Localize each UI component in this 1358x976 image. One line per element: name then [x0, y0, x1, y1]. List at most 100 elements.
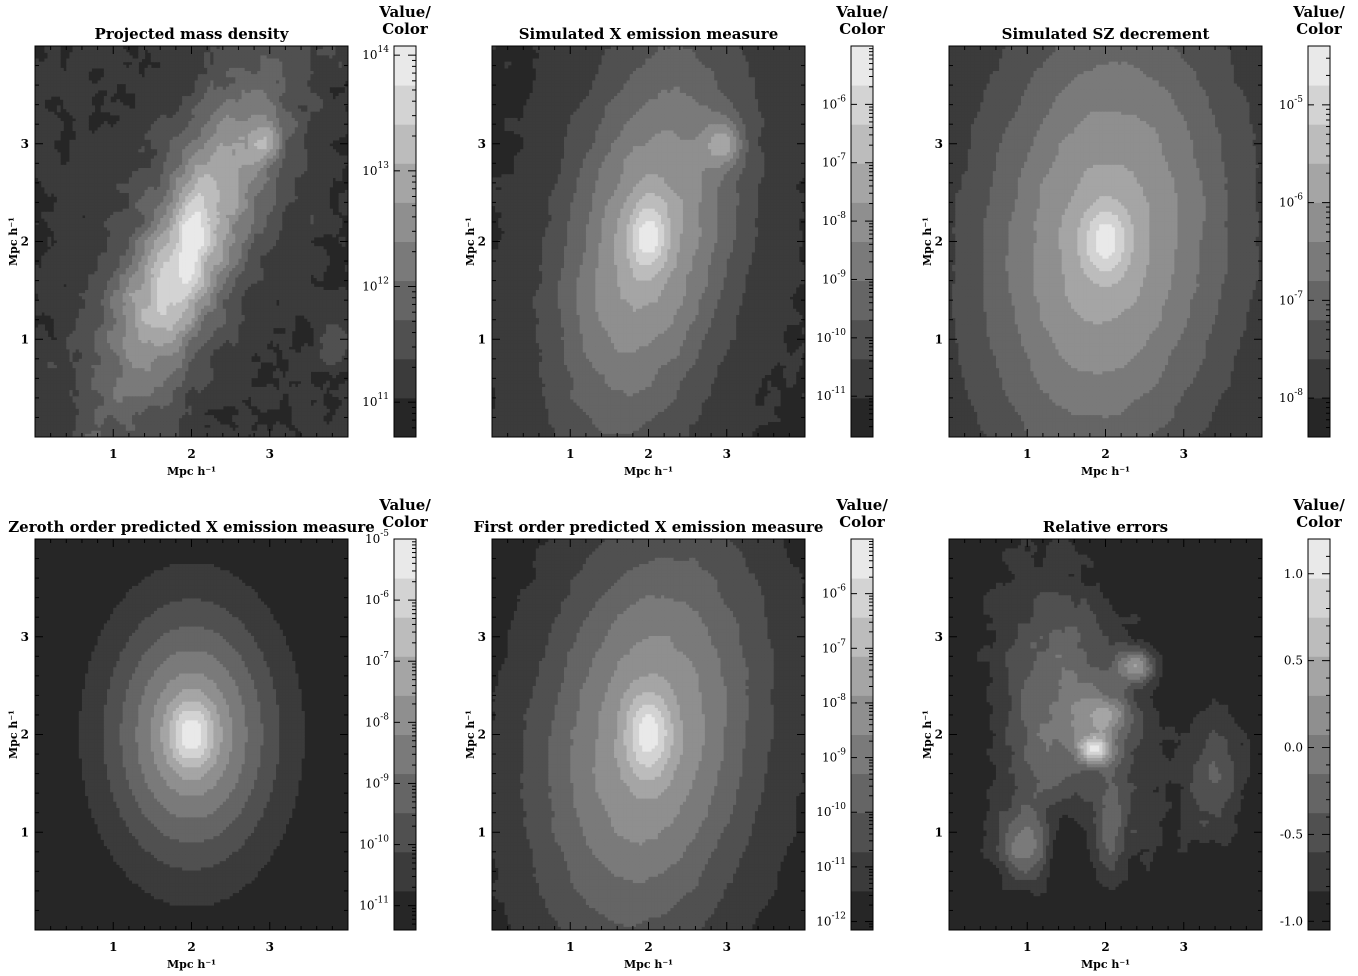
colorbar-level: [394, 242, 416, 282]
colorbar-level: [1308, 735, 1330, 775]
colorbar-title: Value/: [378, 496, 431, 514]
colorbar-level: [851, 242, 873, 282]
colorbar-tick-label: 1.0: [1284, 567, 1303, 581]
chart-title: Simulated SZ decrement: [1002, 25, 1210, 43]
x-tick-label: 1: [109, 940, 117, 954]
x-tick-label: 2: [187, 940, 195, 954]
y-tick-label: 3: [935, 137, 943, 151]
x-axis-label: Mpc h⁻¹: [1081, 958, 1130, 971]
colorbar-level: [1308, 656, 1330, 696]
x-tick-label: 1: [566, 940, 574, 954]
colorbar-tick-label: -1.0: [1280, 914, 1303, 928]
x-tick-label: 3: [723, 940, 731, 954]
colorbar-level: [394, 202, 416, 242]
colorbar-tick-label: 10-7: [822, 153, 846, 170]
y-tick-label: 2: [478, 728, 486, 742]
heatmap-image: [35, 539, 348, 930]
colorbar-level: [394, 578, 416, 618]
y-axis-label: Mpc h⁻¹: [464, 217, 477, 266]
colorbar-level: [851, 578, 873, 618]
y-tick-label: 1: [21, 825, 29, 839]
colorbar-level: [851, 281, 873, 321]
y-tick-label: 3: [935, 630, 943, 644]
colorbar-level: [1308, 539, 1330, 579]
colorbar-level: [394, 359, 416, 399]
y-axis-label: Mpc h⁻¹: [7, 710, 20, 759]
colorbar-tick-label: 10-11: [359, 896, 389, 913]
colorbar-level: [1308, 852, 1330, 892]
colorbar-tick-label: 10-10: [816, 328, 846, 345]
colorbar-level: [851, 813, 873, 853]
colorbar-tick-label: 10-5: [1279, 95, 1303, 112]
colorbar-tick-label: 10-7: [822, 638, 846, 655]
colorbar-level: [394, 320, 416, 360]
colorbar-tick-label: 10-6: [822, 584, 846, 601]
x-tick-label: 2: [1101, 940, 1109, 954]
colorbar-tick-label: 10-8: [1279, 388, 1303, 405]
colorbar-level: [394, 695, 416, 735]
colorbar-tick-label: 1013: [362, 161, 389, 178]
heatmap-image: [949, 539, 1262, 930]
colorbar-tick-label: 10-7: [365, 651, 389, 668]
y-tick-label: 1: [21, 332, 29, 346]
colorbar-level: [394, 617, 416, 657]
y-tick-label: 1: [935, 332, 943, 346]
x-tick-label: 2: [1101, 447, 1109, 461]
colorbar-tick-label: 10-5: [365, 529, 389, 546]
colorbar-level: [1308, 359, 1330, 399]
y-tick-label: 2: [935, 728, 943, 742]
heatmap-image: [35, 46, 349, 438]
colorbar-level: [851, 85, 873, 125]
x-axis-label: Mpc h⁻¹: [1081, 465, 1130, 478]
colorbar-level: [1308, 813, 1330, 853]
colorbar-tick-label: 10-11: [816, 857, 846, 874]
colorbar-tick-label: 0.5: [1284, 654, 1303, 668]
colorbar-level: [851, 656, 873, 696]
colorbar-level: [851, 398, 873, 438]
colorbar-level: [851, 202, 873, 242]
colorbar-tick-label: 10-12: [816, 912, 846, 929]
colorbar-tick-label: 10-7: [1279, 290, 1303, 307]
colorbar-tick-label: 10-6: [1279, 193, 1303, 210]
y-tick-label: 1: [478, 332, 486, 346]
x-tick-label: 1: [109, 447, 117, 461]
x-tick-label: 1: [1023, 940, 1031, 954]
chart-title: Zeroth order predicted X emission measur…: [8, 518, 375, 536]
colorbar-level: [394, 398, 416, 438]
colorbar: Value/Color10-610-710-810-910-1010-1110-…: [816, 496, 888, 931]
x-tick-label: 2: [644, 940, 652, 954]
colorbar-level: [1308, 617, 1330, 657]
chart-title: Projected mass density: [95, 25, 290, 43]
y-tick-label: 1: [935, 825, 943, 839]
colorbar-level: [851, 320, 873, 360]
x-tick-label: 3: [1180, 447, 1188, 461]
colorbar-tick-label: 1012: [362, 277, 389, 294]
colorbar-level: [1308, 695, 1330, 735]
chart-title: Simulated X emission measure: [519, 25, 779, 43]
heatmap-image: [949, 46, 1263, 438]
colorbar-level: [394, 813, 416, 853]
colorbar-level: [394, 46, 416, 86]
colorbar-tick-label: 10-8: [822, 211, 846, 228]
colorbar-tick-label: 10-9: [822, 748, 846, 765]
colorbar-level: [851, 163, 873, 203]
y-tick-label: 2: [478, 235, 486, 249]
x-tick-label: 1: [1023, 447, 1031, 461]
x-tick-label: 3: [266, 940, 274, 954]
colorbar-tick-label: 10-9: [822, 269, 846, 286]
x-axis-label: Mpc h⁻¹: [624, 958, 673, 971]
colorbar-level: [1308, 398, 1330, 438]
x-tick-label: 2: [187, 447, 195, 461]
colorbar-title: Value/: [835, 3, 888, 21]
y-axis-label: Mpc h⁻¹: [7, 217, 20, 266]
colorbar-title: Value/: [1292, 3, 1345, 21]
colorbar-tick-label: 10-8: [365, 712, 389, 729]
